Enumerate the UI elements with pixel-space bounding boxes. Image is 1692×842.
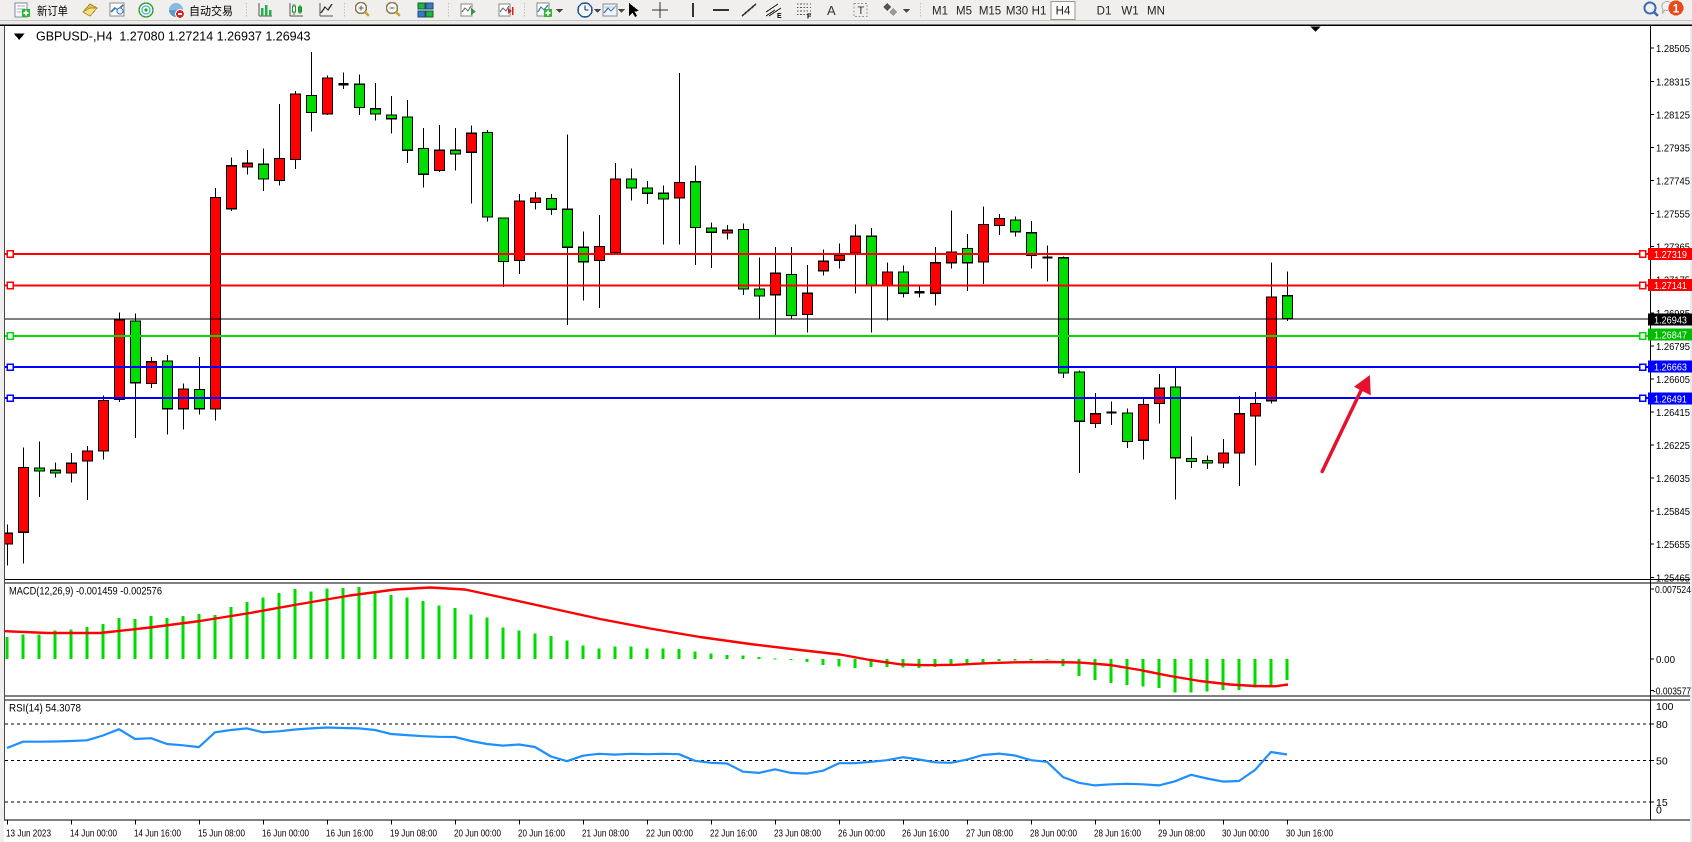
svg-text:14 Jun 16:00: 14 Jun 16:00	[134, 828, 181, 840]
svg-text:20 Jun 00:00: 20 Jun 00:00	[454, 828, 501, 840]
svg-text:26 Jun 16:00: 26 Jun 16:00	[902, 828, 949, 840]
svg-text:14 Jun 00:00: 14 Jun 00:00	[70, 828, 117, 840]
svg-text:28 Jun 00:00: 28 Jun 00:00	[1030, 828, 1077, 840]
svg-text:0: 0	[1656, 805, 1662, 817]
svg-text:D1: D1	[1097, 6, 1112, 18]
svg-text:23 Jun 08:00: 23 Jun 08:00	[774, 828, 821, 840]
svg-text:16 Jun 16:00: 16 Jun 16:00	[326, 828, 373, 840]
svg-text:1.26225: 1.26225	[1656, 440, 1690, 452]
svg-text:28 Jun 16:00: 28 Jun 16:00	[1094, 828, 1141, 840]
svg-text:1: 1	[1673, 2, 1680, 16]
svg-text:50: 50	[1656, 755, 1668, 767]
svg-text:26 Jun 00:00: 26 Jun 00:00	[838, 828, 885, 840]
svg-text:19 Jun 08:00: 19 Jun 08:00	[390, 828, 437, 840]
svg-text:-0.003577: -0.003577	[1653, 686, 1691, 698]
svg-text:1.27935: 1.27935	[1656, 142, 1690, 154]
svg-text:1.27745: 1.27745	[1656, 176, 1690, 188]
svg-text:22 Jun 16:00: 22 Jun 16:00	[710, 828, 757, 840]
svg-text:M5: M5	[956, 6, 972, 18]
svg-text:GBPUSD-,H4 1.27080 1.27214 1.: GBPUSD-,H4 1.27080 1.27214 1.26937 1.269…	[36, 30, 311, 44]
svg-text:1.26943: 1.26943	[1654, 314, 1687, 326]
svg-text:80: 80	[1656, 719, 1668, 731]
svg-text:21 Jun 08:00: 21 Jun 08:00	[582, 828, 629, 840]
svg-text:0.00: 0.00	[1656, 654, 1675, 666]
svg-text:1.26605: 1.26605	[1656, 374, 1690, 386]
svg-text:27 Jun 08:00: 27 Jun 08:00	[966, 828, 1013, 840]
svg-text:1.25465: 1.25465	[1656, 572, 1690, 584]
svg-text:20 Jun 16:00: 20 Jun 16:00	[518, 828, 565, 840]
svg-text:E: E	[777, 13, 782, 20]
svg-text:1.26663: 1.26663	[1654, 361, 1687, 373]
svg-text:16 Jun 00:00: 16 Jun 00:00	[262, 828, 309, 840]
svg-text:1.27141: 1.27141	[1654, 280, 1687, 292]
svg-text:H4: H4	[1056, 6, 1071, 18]
svg-text:22 Jun 00:00: 22 Jun 00:00	[646, 828, 693, 840]
svg-text:1.26415: 1.26415	[1656, 407, 1690, 419]
svg-text:1.25655: 1.25655	[1656, 539, 1690, 551]
svg-text:1.26795: 1.26795	[1656, 341, 1690, 353]
svg-text:13 Jun 2023: 13 Jun 2023	[6, 828, 51, 840]
svg-text:新订单: 新订单	[37, 4, 68, 18]
svg-text:F: F	[807, 14, 812, 21]
svg-text:15: 15	[1656, 797, 1668, 809]
svg-text:RSI(14) 54.3078: RSI(14) 54.3078	[9, 703, 81, 715]
svg-text:A: A	[827, 3, 836, 18]
svg-text:30 Jun 00:00: 30 Jun 00:00	[1222, 828, 1269, 840]
svg-text:1.26847: 1.26847	[1654, 330, 1687, 342]
svg-text:M15: M15	[979, 6, 1001, 18]
svg-text:MN: MN	[1147, 6, 1165, 18]
svg-text:100: 100	[1656, 701, 1674, 713]
svg-text:MACD(12,26,9) -0.001459 -0.002: MACD(12,26,9) -0.001459 -0.002576	[9, 586, 162, 598]
svg-text:W1: W1	[1121, 6, 1138, 18]
svg-text:1.28315: 1.28315	[1656, 76, 1690, 88]
svg-text:15 Jun 08:00: 15 Jun 08:00	[198, 828, 245, 840]
svg-text:自动交易: 自动交易	[189, 4, 233, 18]
svg-text:30 Jun 16:00: 30 Jun 16:00	[1286, 828, 1333, 840]
svg-text:0.007524: 0.007524	[1655, 584, 1691, 596]
svg-text:1.25845: 1.25845	[1656, 506, 1690, 518]
svg-text:1.27319: 1.27319	[1654, 249, 1687, 261]
svg-text:M1: M1	[932, 6, 948, 18]
svg-text:T: T	[858, 5, 865, 17]
svg-text:1.28125: 1.28125	[1656, 109, 1690, 121]
svg-text:1.28505: 1.28505	[1656, 43, 1690, 55]
svg-text:1.26491: 1.26491	[1654, 394, 1687, 406]
svg-text:1.27555: 1.27555	[1656, 209, 1690, 221]
svg-text:M30: M30	[1006, 6, 1028, 18]
svg-text:29 Jun 08:00: 29 Jun 08:00	[1158, 828, 1205, 840]
svg-text:H1: H1	[1032, 6, 1047, 18]
svg-text:1.26035: 1.26035	[1656, 473, 1690, 485]
